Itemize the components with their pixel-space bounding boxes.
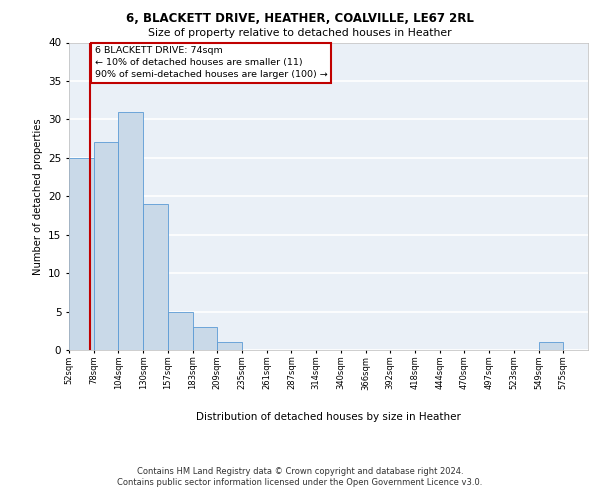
Text: 6, BLACKETT DRIVE, HEATHER, COALVILLE, LE67 2RL: 6, BLACKETT DRIVE, HEATHER, COALVILLE, L… (126, 12, 474, 26)
Text: Distribution of detached houses by size in Heather: Distribution of detached houses by size … (196, 412, 461, 422)
Y-axis label: Number of detached properties: Number of detached properties (32, 118, 43, 274)
Text: Size of property relative to detached houses in Heather: Size of property relative to detached ho… (148, 28, 452, 38)
Bar (69, 158, 94, 350)
Bar (193, 327, 217, 350)
Bar (94, 142, 118, 350)
Text: Contains HM Land Registry data © Crown copyright and database right 2024.
Contai: Contains HM Land Registry data © Crown c… (118, 468, 482, 487)
Text: 6 BLACKETT DRIVE: 74sqm
← 10% of detached houses are smaller (11)
90% of semi-de: 6 BLACKETT DRIVE: 74sqm ← 10% of detache… (95, 46, 328, 79)
Bar (168, 312, 193, 350)
Bar (118, 112, 143, 350)
Bar (143, 204, 168, 350)
Bar (217, 342, 242, 350)
Bar (539, 342, 563, 350)
